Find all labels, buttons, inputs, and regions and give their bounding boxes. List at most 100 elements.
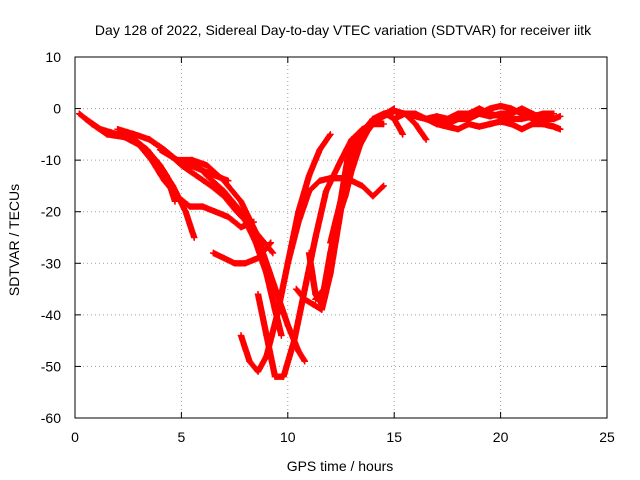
data-point bbox=[274, 311, 281, 319]
data-point bbox=[220, 254, 228, 262]
data-point bbox=[284, 260, 291, 267]
data-point bbox=[444, 120, 451, 128]
chart-title: Day 128 of 2022, Sidereal Day-to-day VTE… bbox=[95, 22, 592, 38]
data-point bbox=[412, 120, 419, 128]
y-tick-label: 0 bbox=[53, 101, 61, 117]
data-point bbox=[131, 131, 138, 138]
data-point bbox=[333, 213, 340, 221]
data-point bbox=[550, 110, 557, 117]
data-point bbox=[465, 110, 472, 117]
data-point bbox=[508, 105, 515, 112]
data-point bbox=[557, 126, 564, 133]
data-point bbox=[254, 291, 262, 298]
data-point bbox=[280, 373, 287, 380]
series-track-8 bbox=[210, 239, 274, 267]
x-tick-label: 10 bbox=[280, 429, 296, 445]
data-point bbox=[557, 113, 564, 120]
data-point bbox=[161, 177, 168, 184]
data-point bbox=[391, 115, 398, 123]
data-point bbox=[220, 187, 228, 195]
data-point bbox=[254, 368, 262, 375]
x-tick-label: 15 bbox=[386, 429, 402, 445]
data-point bbox=[173, 193, 181, 200]
x-axis-label: GPS time / hours bbox=[287, 458, 394, 474]
data-point bbox=[380, 113, 387, 120]
data-point bbox=[295, 218, 302, 226]
data-point bbox=[380, 182, 387, 190]
data-point bbox=[399, 131, 406, 138]
data-point bbox=[208, 182, 215, 190]
data-point bbox=[497, 113, 504, 120]
data-point bbox=[412, 110, 419, 117]
series-track-18 bbox=[444, 102, 564, 133]
y-tick-label: -30 bbox=[41, 255, 61, 271]
plot-frame bbox=[74, 56, 608, 419]
data-point bbox=[305, 249, 313, 257]
data-point bbox=[237, 224, 245, 231]
data-point bbox=[246, 358, 253, 365]
data-point bbox=[263, 332, 270, 339]
data-point bbox=[327, 175, 334, 182]
data-point bbox=[497, 102, 504, 110]
data-point bbox=[391, 108, 398, 115]
data-point bbox=[361, 131, 368, 138]
data-point bbox=[337, 156, 345, 164]
data-point bbox=[225, 213, 232, 221]
data-point bbox=[278, 332, 285, 339]
data-point bbox=[316, 177, 323, 184]
data-point bbox=[269, 249, 277, 257]
x-tick-label: 25 bbox=[599, 429, 615, 445]
data-point bbox=[203, 172, 211, 179]
data-point bbox=[518, 126, 526, 133]
data-point bbox=[550, 123, 557, 130]
series-track-7 bbox=[188, 156, 308, 365]
series-markers bbox=[237, 131, 334, 375]
data-point bbox=[220, 177, 228, 184]
x-tick-label: 0 bbox=[71, 429, 79, 445]
data-point bbox=[171, 198, 179, 205]
x-tick-labels: 0 5 10 15 20 25 bbox=[71, 429, 615, 445]
data-point bbox=[242, 260, 249, 267]
data-point bbox=[267, 239, 274, 246]
data-point bbox=[148, 156, 155, 164]
data-point bbox=[454, 126, 462, 133]
data-point bbox=[433, 120, 440, 128]
data-point bbox=[199, 203, 206, 210]
data-point bbox=[401, 110, 408, 117]
data-point bbox=[188, 156, 196, 164]
data-point bbox=[339, 187, 347, 195]
x-tick-label: 5 bbox=[178, 429, 186, 445]
data-point bbox=[359, 182, 366, 190]
data-point bbox=[346, 167, 353, 174]
data-point bbox=[114, 126, 121, 133]
data-point bbox=[76, 110, 83, 117]
data-point bbox=[540, 110, 547, 117]
series-track-11 bbox=[284, 175, 387, 267]
data-point bbox=[529, 115, 536, 123]
data-point bbox=[271, 373, 279, 380]
y-axis-label: SDTVAR / TECUs bbox=[6, 184, 22, 296]
data-point bbox=[254, 254, 262, 262]
data-point bbox=[486, 120, 494, 128]
data-point bbox=[237, 332, 245, 339]
data-point bbox=[310, 301, 317, 308]
data-point bbox=[433, 113, 440, 120]
data-point bbox=[293, 285, 300, 293]
data-point bbox=[327, 249, 334, 257]
data-point bbox=[476, 123, 483, 130]
data-point bbox=[369, 120, 377, 128]
data-point bbox=[320, 285, 328, 293]
axis-ticks bbox=[74, 56, 608, 419]
data-point bbox=[186, 203, 194, 210]
data-point bbox=[312, 234, 319, 241]
data-point bbox=[422, 136, 430, 143]
data-point bbox=[237, 198, 245, 205]
data-point bbox=[352, 146, 360, 153]
data-point bbox=[301, 285, 308, 293]
data-point bbox=[193, 172, 200, 179]
data-point bbox=[327, 131, 334, 138]
data-point bbox=[191, 234, 198, 241]
data-point bbox=[508, 115, 515, 123]
data-point bbox=[263, 260, 270, 267]
data-point bbox=[465, 120, 472, 128]
